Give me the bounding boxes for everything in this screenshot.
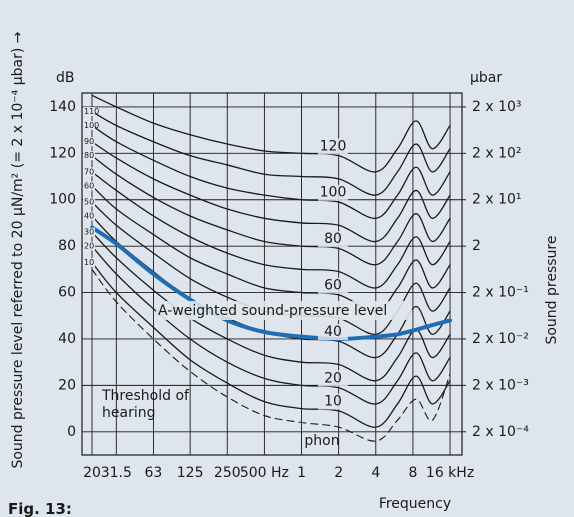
x-tick-label: 20 (83, 465, 101, 481)
contour-line (91, 268, 451, 442)
label-background (83, 120, 95, 130)
contour-label: 80 (324, 231, 342, 247)
y-unit: dB (56, 70, 75, 86)
contour-end-label: 30 (84, 228, 94, 237)
contour-label: 120 (320, 138, 347, 154)
x-tick-label: 2 (334, 465, 343, 481)
threshold-label-line: hearing (102, 405, 155, 421)
label-background (83, 257, 95, 267)
y2-tick-label: 2 (472, 238, 481, 254)
y-tick-label: 20 (58, 377, 76, 393)
threshold-label: Threshold of hearing (101, 388, 190, 421)
contour-end-label: 40 (84, 211, 94, 220)
y2-tick-label: 2 x 10⁻³ (472, 377, 529, 393)
label-background (156, 301, 412, 320)
label-background (318, 393, 348, 410)
contour-end-label: 20 (84, 242, 94, 251)
label-background (83, 107, 95, 117)
x-tick-label: 31.5 (101, 465, 132, 481)
contour-label: 10 (324, 394, 342, 410)
y-tick-label: 80 (58, 238, 76, 254)
plot-frame (81, 92, 463, 456)
label-background (318, 277, 348, 294)
curves (89, 94, 453, 442)
label-background (318, 323, 348, 340)
contour-line (91, 245, 451, 405)
label-background (318, 184, 348, 201)
y-tick-label: 120 (49, 145, 76, 161)
label-background (83, 211, 95, 221)
contour-end-label: 10 (84, 258, 94, 267)
label-background (83, 151, 95, 161)
label-background (318, 138, 348, 155)
label-background (83, 167, 95, 177)
contour-end-label: 110 (84, 107, 99, 116)
x-tick-label: 125 (177, 465, 204, 481)
y2-tick-label: 2 x 10³ (472, 99, 522, 115)
y2-tick-label: 2 x 10⁻¹ (472, 285, 529, 301)
label-background (83, 241, 95, 251)
threshold-label-line: Threshold of (101, 388, 190, 404)
x-axis-title: Frequency (379, 496, 451, 512)
y-tick-label: 100 (49, 192, 76, 208)
contour-end-label: 80 (84, 151, 94, 160)
contour-end-label: 60 (84, 181, 94, 190)
contour-label: 40 (324, 324, 342, 340)
x-tick-label: 250 (214, 465, 241, 481)
y-axis-title: Sound pressure level referred to 20 μN/m… (10, 31, 26, 468)
y2-tick-label: 2 x 10¹ (472, 192, 522, 208)
weighting-curve (89, 225, 453, 341)
contour-line (91, 185, 451, 312)
label-background (83, 197, 95, 207)
y2-unit: μbar (470, 70, 502, 86)
unit-annotation: phon (304, 433, 339, 449)
y-tick-label: 0 (67, 424, 76, 440)
weighting-label: A-weighted sound-pressure level (158, 303, 387, 319)
label-background (83, 137, 95, 147)
y2-tick-label: 2 x 10⁻² (472, 331, 529, 347)
contour-end-label: 100 (84, 121, 99, 130)
y-tick-label: 40 (58, 331, 76, 347)
contour-end-label: 50 (84, 198, 94, 207)
y2-axis-title: Sound pressure (544, 235, 560, 344)
y-tick-label: 60 (58, 285, 76, 301)
x-tick-label: 1 (297, 465, 306, 481)
x-tick-label: 500 Hz (240, 465, 289, 481)
label-background (318, 231, 348, 248)
contour-end-label: 90 (84, 137, 94, 146)
contour-line (91, 94, 451, 173)
contour-line (91, 141, 451, 243)
x-tick-label: 63 (145, 465, 163, 481)
label-background (83, 227, 95, 237)
contour-label: 60 (324, 278, 342, 294)
caption: Fig. 13: (8, 500, 72, 517)
x-tick-label: 4 (371, 465, 380, 481)
contour-label: 20 (324, 370, 342, 386)
label-background (83, 181, 95, 191)
contour-line (91, 261, 451, 428)
contour-label: 100 (320, 185, 347, 201)
y2-tick-label: 2 x 10⁻⁴ (472, 424, 529, 440)
y2-tick-label: 2 x 10² (472, 145, 522, 161)
label-background (318, 370, 348, 387)
contour-line (91, 110, 451, 196)
contour-line (91, 124, 451, 219)
x-tick-label: 8 (408, 465, 417, 481)
contour-line (91, 171, 451, 289)
contour-end-label: 70 (84, 167, 94, 176)
x-tick-label: 16 kHz (426, 465, 474, 481)
y-tick-label: 140 (49, 99, 76, 115)
contour-line (91, 155, 451, 266)
